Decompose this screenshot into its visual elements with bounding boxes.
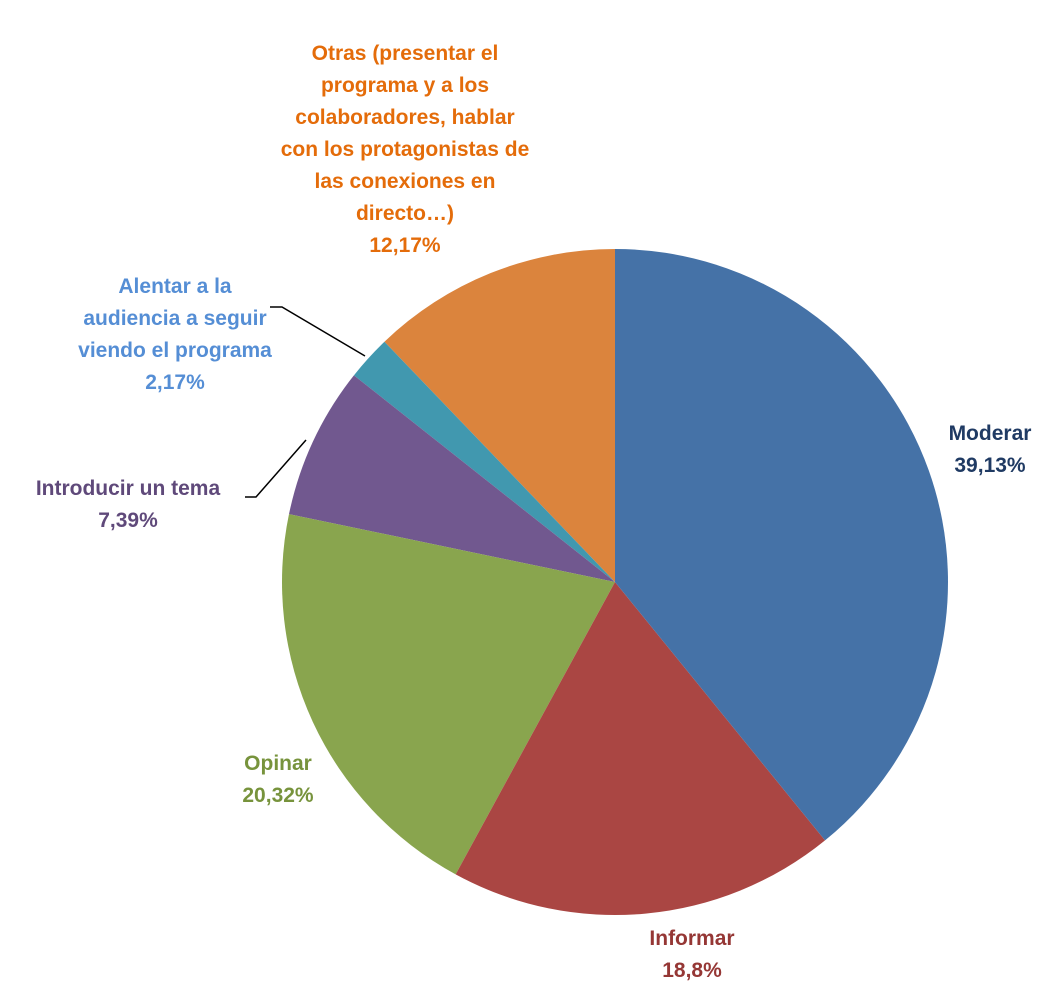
value-label: 18,8% (662, 959, 722, 982)
leader-line (245, 439, 307, 498)
pie-slice (282, 514, 615, 875)
pie-slice (615, 249, 948, 841)
data-label: Informar 18,8% (612, 923, 772, 982)
value-label: 2,17% (145, 371, 205, 394)
value-label: 39,13% (954, 454, 1026, 477)
data-label: Introducir un tema 7,39% (8, 473, 248, 537)
data-label: Alentar a la audiencia a seguir viendo e… (75, 271, 275, 399)
category-label: Opinar (244, 752, 312, 775)
pie-slice (288, 375, 615, 582)
data-label: Opinar 20,32% (198, 748, 358, 812)
pie-slice (455, 582, 826, 915)
category-label: Moderar (948, 422, 1032, 445)
category-label: Alentar a la audiencia a seguir viendo e… (78, 275, 272, 362)
value-label: 20,32% (242, 784, 314, 807)
leader-line (270, 306, 366, 357)
pie-slice (353, 341, 615, 582)
value-label: 12,17% (369, 234, 441, 257)
data-label: Otras (presentar el programa y a los col… (275, 38, 535, 262)
category-label: Introducir un tema (35, 477, 221, 500)
category-label: Informar (649, 927, 735, 950)
data-label: Moderar 39,13% (910, 418, 1046, 482)
category-label: Otras (presentar el programa y a los col… (280, 42, 530, 225)
pie-slice (384, 249, 615, 582)
value-label: 7,39% (98, 509, 158, 532)
